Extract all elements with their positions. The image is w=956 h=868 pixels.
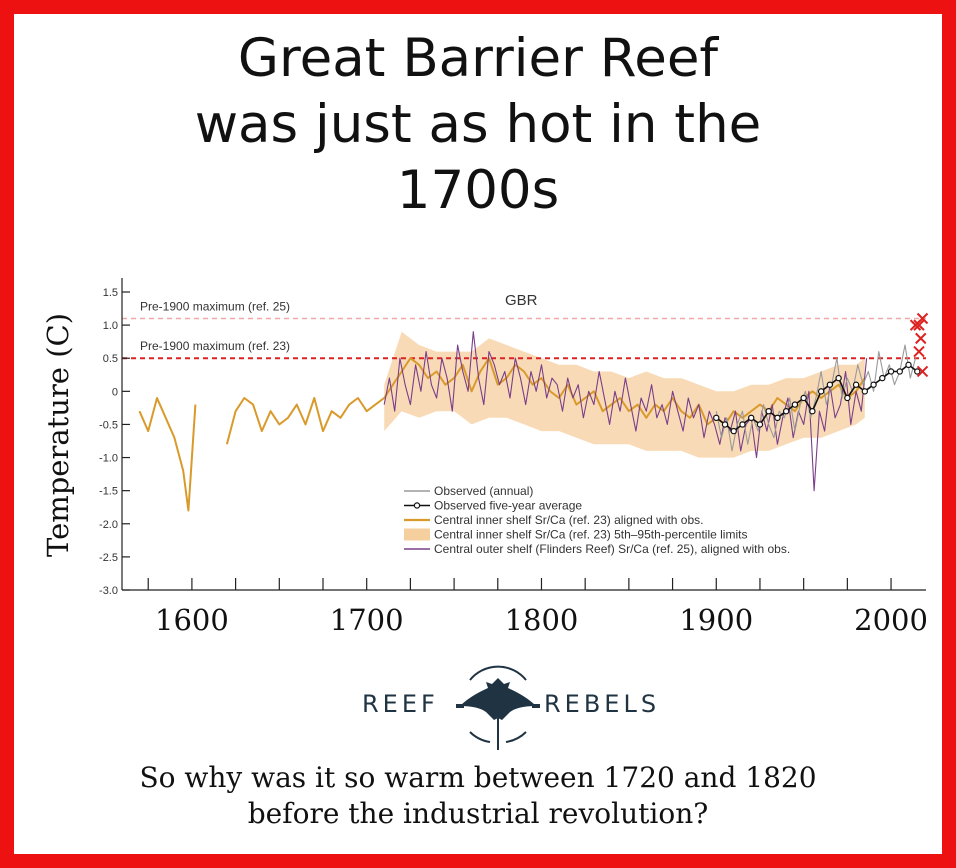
- red-cross-marker: [913, 345, 925, 358]
- red-cross-marker: [915, 332, 927, 345]
- five-year-point: [844, 394, 851, 402]
- y-tick-label: -2.0: [99, 519, 118, 531]
- headline-line-1: Great Barrier Reef: [237, 28, 719, 89]
- axes: 1.5 1.0 0.5 0 -0.5 -1.0 -1.5 -2.0 -2.5 -3.0 1600 17…: [99, 278, 928, 637]
- percentile-band: [384, 331, 865, 458]
- five-year-point: [765, 408, 772, 415]
- y-tick-label: 1.0: [103, 320, 118, 332]
- y-axis-label: Temperature (C): [41, 312, 75, 558]
- legend-entry: Central outer shelf (Flinders Reef) Sr/C…: [434, 542, 790, 556]
- red-cross-marker: [916, 312, 929, 325]
- five-year-point: [782, 408, 790, 415]
- five-year-point: [809, 408, 816, 415]
- y-tick-label: -2.5: [99, 552, 118, 564]
- five-year-point: [739, 421, 746, 428]
- five-year-point: [756, 421, 764, 428]
- band-layer: [384, 331, 865, 458]
- five-year-point: [774, 414, 781, 422]
- five-year-point: [879, 374, 886, 382]
- red-cross-marker: [916, 365, 929, 378]
- five-year-point: [800, 394, 807, 402]
- logo-word-left: REEF: [362, 690, 439, 718]
- five-year-point: [887, 368, 895, 375]
- caption: So why was it so warm between 1720 and 1…: [14, 760, 942, 832]
- five-year-point: [870, 381, 877, 388]
- legend: Observed (annual)Observed five-year aver…: [404, 484, 790, 556]
- series-line-2: [383, 331, 868, 492]
- y-tick-label: 0.5: [103, 353, 118, 365]
- five-year-point: [713, 414, 720, 422]
- y-tick-label: 0: [112, 386, 118, 398]
- logo-word-right: REBELS: [544, 690, 661, 718]
- manta-ray-icon: [456, 665, 540, 750]
- five-year-point: [748, 414, 755, 422]
- series-line-3: [715, 344, 917, 452]
- legend-entry: Observed five-year average: [434, 499, 582, 513]
- headline-line-3: 1700s: [396, 160, 560, 221]
- headline: Great Barrier Reef was just as hot in th…: [14, 26, 942, 224]
- five-year-point: [896, 368, 903, 375]
- reef-rebels-logo: REEF REBELS: [356, 658, 666, 754]
- y-tick-label: -0.5: [99, 419, 118, 431]
- series-line-1: [138, 357, 866, 512]
- reference-lines: Pre-1900 maximum (ref. 25) Pre-1900 maxim…: [122, 299, 926, 360]
- five-year-point: [835, 374, 842, 382]
- legend-entry: Central inner shelf Sr/Ca (ref. 23) alig…: [434, 513, 703, 527]
- y-tick-label: -1.5: [99, 486, 118, 498]
- x-tick-label: 1800: [505, 603, 579, 637]
- five-year-point: [826, 381, 834, 388]
- x-tick-label: 1900: [679, 603, 753, 637]
- five-year-point: [730, 427, 737, 435]
- x-tick-label: 2000: [854, 603, 928, 637]
- five-year-point: [817, 388, 825, 395]
- headline-line-2: was just as hot in the: [194, 94, 762, 155]
- legend-entry: Observed (annual): [434, 484, 533, 498]
- reference-line-label-2: Pre-1900 maximum (ref. 23): [140, 339, 290, 353]
- red-cross-marker: [913, 319, 925, 331]
- legend-swatch: [404, 528, 430, 541]
- five-year-point: [914, 368, 921, 375]
- five-year-point: [721, 421, 729, 428]
- x-tick-label: 1700: [330, 603, 404, 637]
- chart-title: GBR: [505, 292, 538, 309]
- x-tick-label: 1600: [155, 603, 229, 637]
- five-year-point: [791, 401, 799, 408]
- legend-swatch-marker: [413, 502, 421, 509]
- legend-entry: Central inner shelf Sr/Ca (ref. 23) 5th–…: [434, 528, 747, 542]
- five-year-point: [861, 388, 869, 395]
- y-tick-label: 1.5: [103, 287, 118, 299]
- five-year-point: [905, 361, 912, 369]
- reference-line-label-1: Pre-1900 maximum (ref. 25): [140, 299, 290, 313]
- caption-line-2: before the industrial revolution?: [247, 797, 709, 830]
- y-tick-label: -3.0: [99, 585, 118, 597]
- caption-line-1: So why was it so warm between 1720 and 1…: [139, 761, 817, 794]
- y-tick-label: -1.0: [99, 453, 118, 465]
- five-year-point: [852, 381, 860, 388]
- series-layer: [138, 312, 929, 512]
